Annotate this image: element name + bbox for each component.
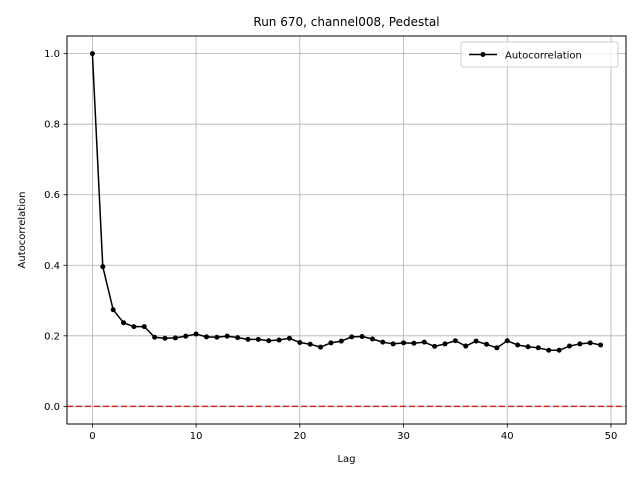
y-tick-label: 0.2: [44, 331, 60, 342]
y-tick-label: 1.0: [44, 49, 60, 60]
data-point: [442, 341, 448, 347]
legend-series-marker: [480, 52, 486, 57]
ticks: 0 10 20 30 40 50 0.0 0.2 0.4 0.6 0.8 1.0: [44, 49, 617, 442]
plot-frame: [66, 35, 627, 425]
data-point: [504, 338, 510, 344]
y-tick-label: 0.4: [44, 261, 60, 272]
data-point: [546, 347, 552, 353]
data-point: [297, 340, 303, 346]
data-point: [121, 320, 127, 326]
data-point: [380, 339, 386, 345]
data-point: [235, 335, 241, 341]
x-tick-label: 20: [293, 431, 306, 442]
data-point: [328, 340, 334, 346]
data-point: [598, 342, 604, 348]
data-point: [255, 336, 261, 342]
data-point: [359, 334, 365, 340]
data-point: [349, 334, 355, 340]
data-point: [152, 334, 158, 340]
data-point: [110, 307, 116, 313]
data-point: [587, 340, 593, 346]
data-point: [307, 341, 313, 347]
legend: Autocorrelation: [460, 41, 619, 68]
data-point: [473, 338, 479, 344]
data-point: [338, 338, 344, 344]
data-point: [162, 335, 168, 341]
data-point: [318, 344, 324, 350]
chart-title: Run 670, channel008, Pedestal: [253, 15, 439, 29]
data-point: [556, 347, 562, 353]
legend-box: [460, 41, 619, 68]
data-point: [100, 264, 106, 270]
series-layer: [89, 51, 604, 353]
data-point: [203, 334, 209, 340]
data-point: [390, 341, 396, 347]
data-point: [276, 337, 282, 343]
x-tick-label: 40: [501, 431, 514, 442]
data-point: [515, 342, 521, 348]
x-tick-label: 0: [89, 431, 95, 442]
x-tick-label: 10: [190, 431, 203, 442]
data-point: [214, 334, 220, 340]
x-tick-label: 30: [397, 431, 410, 442]
data-point: [525, 344, 531, 350]
data-point: [266, 338, 272, 344]
data-point: [432, 343, 438, 349]
data-point: [566, 343, 572, 349]
data-point: [183, 333, 189, 339]
data-point: [452, 338, 458, 344]
y-tick-label: 0.0: [44, 402, 60, 413]
y-tick-label: 0.8: [44, 120, 60, 131]
data-point: [172, 335, 178, 341]
data-point: [577, 341, 583, 347]
data-point: [286, 335, 292, 341]
data-point: [494, 345, 500, 351]
data-point: [193, 331, 199, 337]
y-axis-label: Autocorrelation: [17, 192, 28, 269]
data-point: [369, 336, 375, 342]
data-point: [131, 324, 137, 330]
data-point: [89, 51, 95, 57]
data-point: [463, 343, 469, 349]
data-point: [484, 341, 490, 347]
data-point: [401, 340, 407, 346]
legend-series-label: Autocorrelation: [505, 51, 582, 62]
data-point: [411, 340, 417, 346]
data-point: [421, 339, 427, 345]
data-point: [535, 345, 541, 351]
x-tick-label: 50: [605, 431, 618, 442]
y-tick-label: 0.6: [44, 190, 60, 201]
data-point: [245, 336, 251, 342]
data-point: [224, 333, 230, 339]
x-axis-label: Lag: [337, 454, 355, 465]
data-point: [141, 324, 147, 330]
